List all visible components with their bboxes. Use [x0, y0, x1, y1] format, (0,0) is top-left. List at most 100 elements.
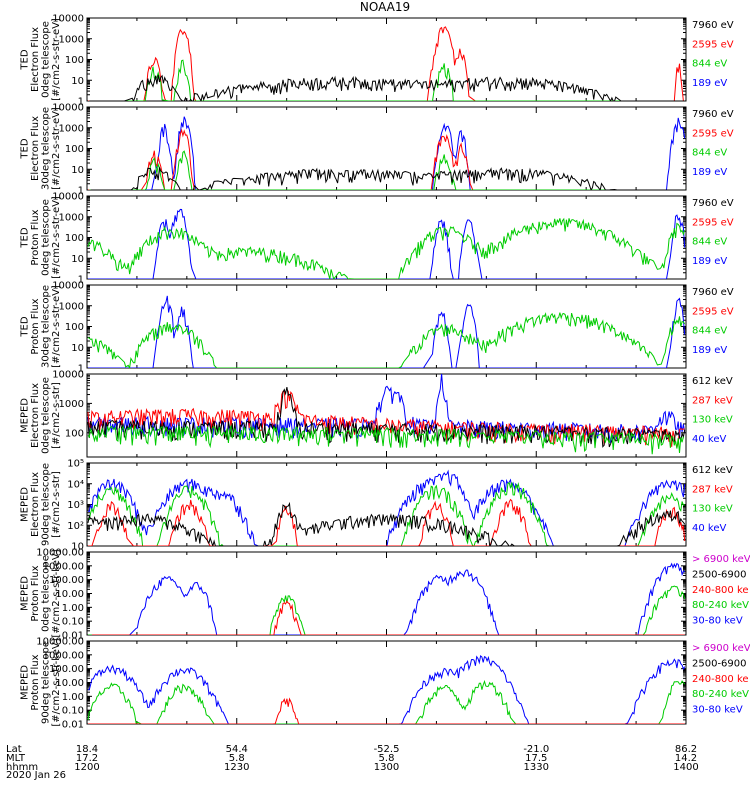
legend-entry: 240-800 ke	[692, 674, 749, 685]
y-axis-label-line: [#/cm2-s-str-eV]	[51, 285, 62, 368]
y-axis-label-line: MEPED	[19, 487, 30, 522]
panel-p7: 0.010.101.0010.00100.001000.0010000.00ME…	[19, 548, 750, 642]
y-tick-label: 1000.00	[43, 650, 84, 661]
y-tick-label: 1.00	[62, 603, 84, 614]
series-line	[87, 390, 685, 448]
y-tick-label: 10000.00	[36, 548, 84, 559]
y-axis-label-line: 30deg telescope	[40, 107, 51, 190]
legend-entry: 612 keV	[692, 376, 733, 387]
y-tick-label: 10	[71, 542, 84, 553]
y-axis-label: MEPED Electron Flux 0deg telescope [#/cm2-s…	[19, 377, 62, 454]
legend-entry: 30-80 keV	[692, 616, 743, 627]
y-tick-label: 1000	[59, 212, 84, 223]
series-group	[87, 654, 686, 724]
y-tick-label: 10000	[52, 103, 84, 114]
y-tick-label: 1	[78, 364, 84, 375]
plot-title: NOAA19	[360, 0, 410, 14]
y-axis-label-line: 0deg telescope	[40, 199, 51, 276]
legend-entry: 7960 eV	[692, 287, 734, 298]
legend-entry: 612 keV	[692, 465, 733, 476]
series-group	[87, 469, 686, 546]
y-tick-label: 10.00	[55, 678, 84, 689]
y-axis-label: MEPED Electron Flux 90deg telescope [#/cm2-…	[19, 463, 62, 546]
y-tick-label: 10²	[67, 521, 84, 532]
legend-entry: 287 keV	[692, 484, 733, 495]
legend-entry: > 6900 keV	[692, 554, 750, 565]
x-tick-label-hhmm: 1400	[673, 762, 698, 773]
y-axis-label: TED Electron Flux 0deg telescope [#/cm2-s-s…	[19, 18, 62, 101]
series-group	[88, 562, 686, 635]
series-line	[88, 208, 686, 279]
y-tick-label: 10	[71, 254, 84, 265]
x-axis: LatMLThhmm18.417.2120054.45.81230-52.55.…	[6, 744, 699, 773]
x-tick-label-hhmm: 1230	[224, 762, 249, 773]
y-tick-label: 10	[71, 76, 84, 87]
y-tick-label: 10000	[52, 281, 84, 292]
x-tick-label-mlt: 5.8	[229, 753, 245, 764]
y-tick-label: 100	[65, 428, 84, 439]
y-axis-label-line: Electron Flux	[30, 383, 41, 448]
legend-entry: 7960 eV	[692, 109, 734, 120]
x-tick-label-lat: 54.4	[226, 744, 248, 755]
y-tick-label: 10³	[67, 500, 84, 511]
y-axis-label-line: MEPED	[19, 398, 30, 433]
series-line	[89, 59, 685, 101]
y-axis-label: MEPED Proton Flux 0deg telescope [#/cm2-s-s…	[19, 549, 62, 637]
y-axis-label-line: [#/cm2-s-str-eV]	[51, 18, 62, 101]
x-tick-label-hhmm: 1200	[74, 762, 99, 773]
x-tick-label-lat: 86.2	[675, 744, 697, 755]
y-tick-label: 1000.00	[43, 561, 84, 572]
series-line	[88, 295, 686, 368]
legend-entry: 189 eV	[692, 256, 727, 267]
y-axis-label-line: TED	[19, 227, 30, 248]
legend-entry: 130 keV	[692, 415, 733, 426]
legend-entry: 844 eV	[692, 326, 727, 337]
series-line	[87, 469, 686, 546]
x-axis-row-label: Lat	[6, 744, 22, 755]
series-line	[90, 167, 685, 190]
series-line	[88, 498, 686, 546]
y-axis-label-line: MEPED	[19, 665, 30, 700]
y-tick-label: 10⁵	[67, 459, 84, 470]
y-axis-label-line: 0deg telescope	[40, 21, 51, 98]
series-line	[89, 74, 685, 101]
legend-entry: 2500-6900	[692, 658, 747, 669]
y-tick-label: 100	[65, 322, 84, 333]
y-tick-label: 100.00	[49, 664, 84, 675]
y-tick-label: 10000	[52, 370, 84, 381]
y-tick-label: 1000	[59, 301, 84, 312]
y-axis-label-line: Electron Flux	[30, 472, 41, 537]
series-group	[87, 295, 686, 368]
y-axis-label-line: Proton Flux	[30, 565, 41, 621]
series-group	[87, 208, 686, 279]
panel-frame	[86, 17, 687, 102]
x-tick-label-lat: -21.0	[523, 744, 549, 755]
y-tick-label: 10	[71, 165, 84, 176]
series-group	[88, 26, 685, 101]
panel-frame	[86, 551, 687, 636]
legend-entry: 80-240 keV	[692, 689, 749, 700]
legend-entry: 7960 eV	[692, 198, 734, 209]
x-tick-label-mlt: 5.8	[379, 753, 395, 764]
series-line	[87, 217, 686, 279]
y-axis-label-line: Electron Flux	[30, 116, 41, 181]
y-axis-label-line: TED	[19, 49, 30, 70]
panel-frame	[86, 195, 687, 280]
x-tick-label-mlt: 14.2	[675, 753, 697, 764]
y-tick-label: 1000	[59, 34, 84, 45]
legend-entry: 40 keV	[692, 523, 726, 534]
x-tick-label-lat: 18.4	[76, 744, 98, 755]
y-axis-label-line: Electron Flux	[30, 27, 41, 92]
series-line	[87, 679, 686, 724]
y-tick-label: 1.00	[62, 692, 84, 703]
series-group	[87, 374, 686, 455]
y-tick-label: 10000	[52, 192, 84, 203]
legend-entry: 240-800 ke	[692, 585, 749, 596]
series-line	[89, 150, 685, 190]
series-line	[88, 128, 684, 190]
legend-entry: 287 keV	[692, 395, 733, 406]
legend-entry: 40 keV	[692, 434, 726, 445]
y-tick-label: 0.01	[62, 631, 84, 642]
